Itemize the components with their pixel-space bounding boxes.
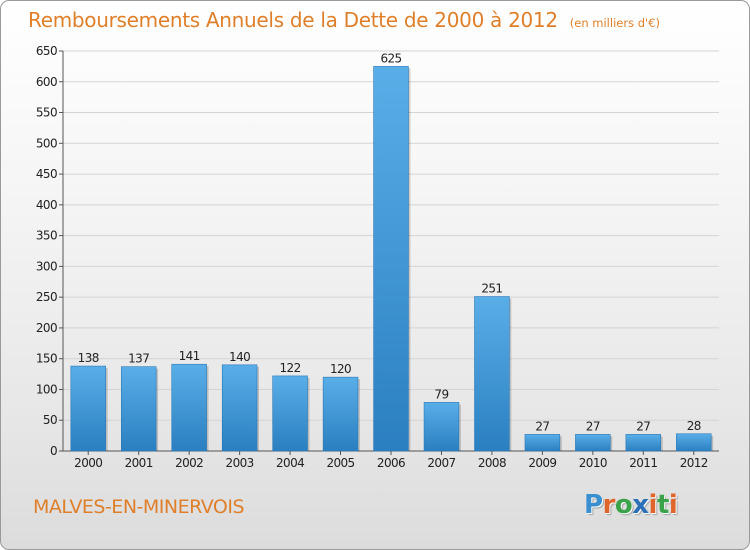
value-label: 137 [128, 352, 149, 366]
bar [120, 366, 157, 452]
x-tick-label: 2009 [528, 456, 556, 470]
bar [575, 434, 611, 452]
x-tick-label: 2005 [326, 456, 354, 470]
y-tick-label: 500 [36, 136, 57, 150]
value-label: 79 [434, 387, 448, 401]
x-tick-label: 2010 [579, 456, 607, 470]
y-tick-label: 400 [36, 198, 57, 212]
bar [322, 376, 359, 452]
commune-name: MALVES-EN-MINERVOIS [33, 496, 245, 518]
y-tick-label: 300 [36, 259, 57, 273]
logo-letter: x [632, 490, 649, 520]
bar [474, 296, 510, 452]
x-tick-label: 2007 [427, 456, 455, 470]
x-tick-label: 2011 [629, 456, 657, 470]
x-tick-label: 2002 [175, 456, 203, 470]
logo-letter: o [614, 490, 633, 520]
x-tick-label: 2000 [74, 456, 102, 470]
y-tick-label: 350 [36, 229, 57, 243]
bar [171, 363, 207, 452]
chart-title-text: Remboursements Annuels de la Dette de 20… [28, 8, 558, 32]
logo-letter: r [602, 490, 616, 520]
bar [423, 402, 460, 452]
y-tick-label: 0 [50, 444, 57, 458]
value-label: 120 [330, 362, 351, 376]
x-tick-label: 2006 [377, 456, 405, 470]
logo-letter: i [648, 490, 658, 520]
bar [524, 434, 561, 452]
value-label: 122 [280, 361, 301, 375]
value-label: 27 [586, 419, 600, 433]
bar [373, 66, 409, 452]
value-label: 140 [229, 350, 250, 364]
bar [625, 434, 662, 452]
value-label: 141 [179, 349, 200, 363]
logo-letter: t [656, 490, 669, 520]
y-tick-label: 50 [43, 413, 57, 427]
x-tick-label: 2003 [226, 456, 254, 470]
y-tick-label: 600 [36, 75, 57, 89]
x-tick-label: 2004 [276, 456, 304, 470]
chart-subtitle: (en milliers d'€) [569, 16, 660, 30]
bar [676, 433, 712, 452]
y-tick-label: 650 [36, 44, 57, 58]
x-tick-label: 2001 [125, 456, 153, 470]
proxiti-logo: Proxiti [584, 490, 678, 520]
value-label: 27 [636, 419, 650, 433]
logo-letter: i [668, 490, 678, 520]
y-tick-label: 150 [36, 352, 57, 366]
bar [221, 364, 258, 452]
value-label: 625 [380, 51, 401, 65]
value-label: 251 [481, 282, 502, 296]
y-tick-label: 250 [36, 290, 57, 304]
y-tick-label: 450 [36, 167, 57, 181]
x-tick-label: 2008 [478, 456, 506, 470]
value-label: 138 [78, 351, 99, 365]
logo-letter: P [584, 490, 603, 520]
value-label: 27 [535, 419, 549, 433]
x-tick-label: 2012 [680, 456, 708, 470]
bar [70, 365, 106, 452]
y-tick-label: 200 [36, 321, 57, 335]
bar [272, 375, 308, 452]
value-label: 28 [687, 419, 701, 433]
y-tick-label: 550 [36, 106, 57, 120]
y-tick-label: 100 [36, 382, 57, 396]
chart-title: Remboursements Annuels de la Dette de 20… [28, 8, 660, 32]
